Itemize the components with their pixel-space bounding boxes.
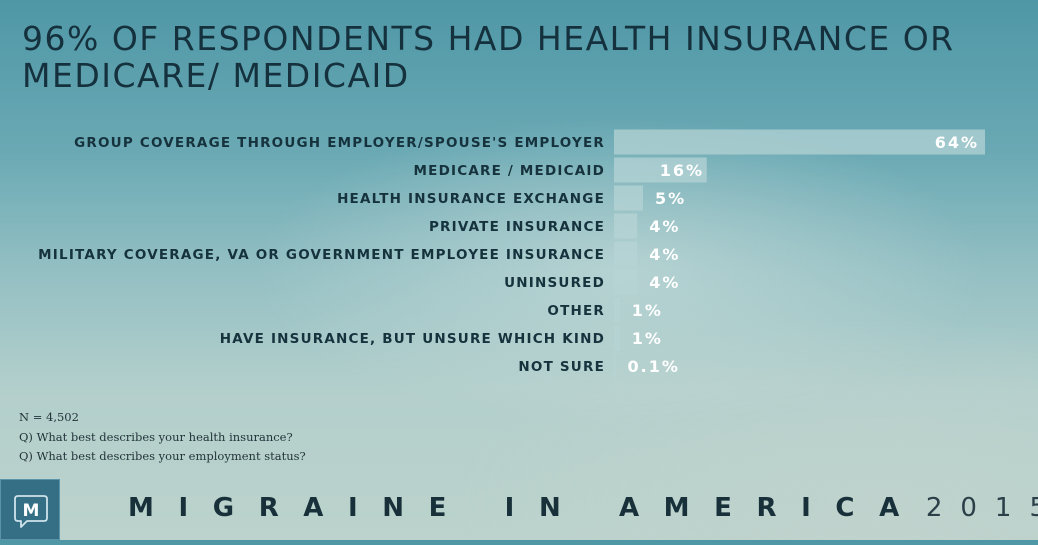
bar-health-insurance-exchange: [614, 185, 643, 211]
speech-bubble-m-icon: M: [14, 495, 48, 528]
logo-letter: M: [23, 501, 40, 521]
brand-footer: MIGRAINE IN AMERICA2015: [128, 490, 1038, 526]
migraine-logo: M: [0, 479, 60, 540]
bars-layer: [614, 129, 985, 379]
category-label: UNINSURED: [504, 275, 605, 291]
category-label: HAVE INSURANCE, BUT UNSURE WHICH KIND: [220, 331, 605, 347]
labels-layer: GROUP COVERAGE THROUGH EMPLOYER/SPOUSE'S…: [38, 133, 979, 376]
bar-medicare-medicaid: [614, 157, 707, 183]
question-note-1: Q) What best describes your health insur…: [19, 429, 293, 444]
bar-chart: GROUP COVERAGE THROUGH EMPLOYER/SPOUSE'S…: [38, 129, 985, 379]
category-label: OTHER: [547, 303, 605, 319]
value-label: 4%: [649, 217, 680, 236]
category-label: PRIVATE INSURANCE: [429, 219, 605, 235]
category-label: NOT SURE: [518, 359, 605, 375]
category-label: MILITARY COVERAGE, VA OR GOVERNMENT EMPL…: [38, 247, 605, 263]
bar-not-sure: [614, 353, 616, 379]
bar-uninsured: [614, 269, 638, 295]
category-label: MEDICARE / MEDICAID: [414, 163, 605, 179]
value-label: 16%: [660, 161, 704, 180]
brand-year: 2015: [925, 493, 1038, 523]
question-note-2: Q) What best describes your employment s…: [19, 449, 306, 463]
bar-military-coverage-va-or-government-employee-insurance: [614, 241, 638, 267]
value-label: 4%: [649, 273, 680, 292]
bar-group-coverage-through-employer-spouse-s-employer: [614, 129, 985, 155]
value-label: 1%: [632, 301, 663, 320]
footnotes: N = 4,502 Q) What best describes your he…: [19, 408, 306, 467]
value-label: 1%: [632, 329, 663, 348]
bar-have-insurance-but-unsure-which-kind: [614, 325, 620, 351]
chart-title: 96% OF RESPONDENTS HAD HEALTH INSURANCE …: [22, 19, 955, 95]
value-label: 64%: [935, 133, 979, 152]
category-label: HEALTH INSURANCE EXCHANGE: [337, 191, 605, 207]
category-label: GROUP COVERAGE THROUGH EMPLOYER/SPOUSE'S…: [74, 135, 605, 151]
value-label: 4%: [649, 245, 680, 264]
bar-other: [614, 297, 620, 323]
bar-private-insurance: [614, 213, 638, 239]
brand-name: MIGRAINE IN AMERICA: [128, 493, 924, 523]
value-label: 0.1%: [628, 357, 680, 376]
value-label: 5%: [655, 189, 686, 208]
sample-size-note: N = 4,502: [19, 410, 79, 424]
